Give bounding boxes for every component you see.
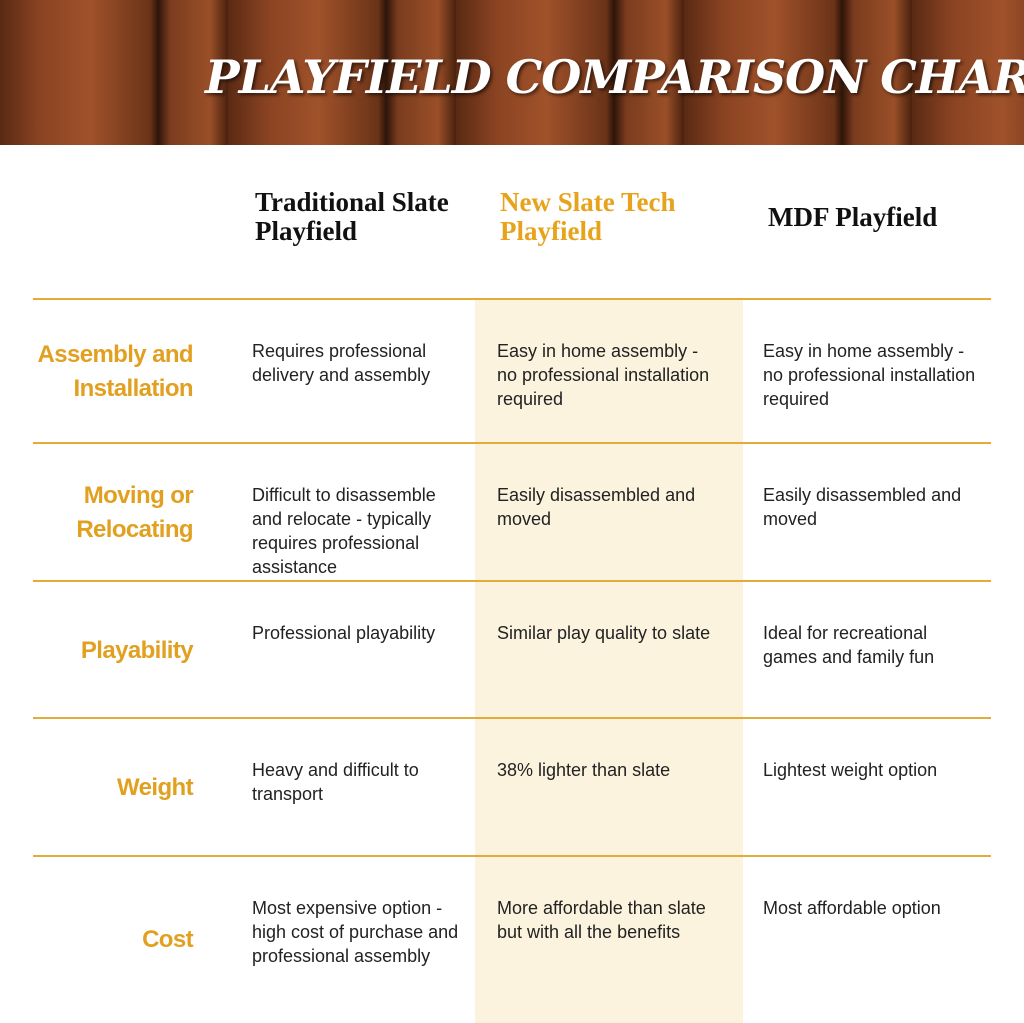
row-divider (33, 442, 991, 444)
column-header: MDF Playfield (768, 202, 938, 232)
row-label: Assembly and Installation (37, 341, 193, 402)
cell-text: Easy in home assembly - no professional … (497, 341, 710, 409)
column-header: Traditional Slate Playfield (255, 187, 449, 246)
cell-text: Professional playability (252, 623, 436, 643)
cell-text: Most expensive option - high cost of pur… (252, 898, 459, 966)
row-label: Moving or Relocating (76, 482, 193, 543)
row-divider (33, 580, 991, 582)
cell-text: 38% lighter than slate (497, 760, 671, 780)
cell-text: Requires professional delivery and assem… (252, 341, 431, 385)
cell-text: Easily disassembled and moved (763, 485, 962, 529)
cell-text: Most affordable option (763, 898, 941, 918)
cell-text: Easy in home assembly - no professional … (763, 341, 976, 409)
cell-text: Difficult to disassemble and relocate - … (252, 485, 436, 577)
cell-text: Lightest weight option (763, 760, 938, 780)
row-label: Cost (142, 926, 194, 953)
row-divider (33, 855, 991, 857)
cell-text: Ideal for recreational games and family … (763, 623, 935, 667)
row-label: Playability (80, 636, 194, 664)
cell-text: Easily disassembled and moved (497, 485, 696, 529)
cell-text: Similar play quality to slate (497, 623, 711, 643)
row-divider (33, 717, 991, 719)
title: PLAYFIELD COMPARISON CHART (205, 50, 1024, 104)
column-header: New Slate Tech Playfield (500, 187, 676, 246)
row-divider (33, 298, 991, 300)
highlight-column (475, 300, 743, 1023)
cell-text: Heavy and difficult to transport (252, 760, 419, 804)
row-label: Weight (117, 774, 194, 801)
banner: PLAYFIELD COMPARISON CHART (0, 0, 1024, 145)
cell-text: More affordable than slate but with all … (497, 898, 706, 942)
